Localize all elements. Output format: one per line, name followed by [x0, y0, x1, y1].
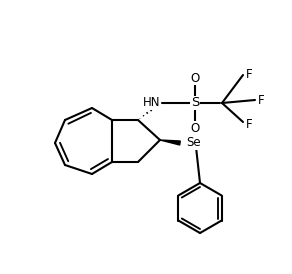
Text: O: O [190, 121, 200, 135]
Text: HN: HN [142, 96, 160, 110]
Text: Se: Se [186, 136, 201, 150]
Text: F: F [258, 93, 265, 107]
Text: S: S [191, 96, 199, 110]
Text: F: F [246, 68, 253, 81]
Text: F: F [246, 118, 253, 130]
Polygon shape [160, 140, 180, 145]
Text: O: O [190, 72, 200, 84]
